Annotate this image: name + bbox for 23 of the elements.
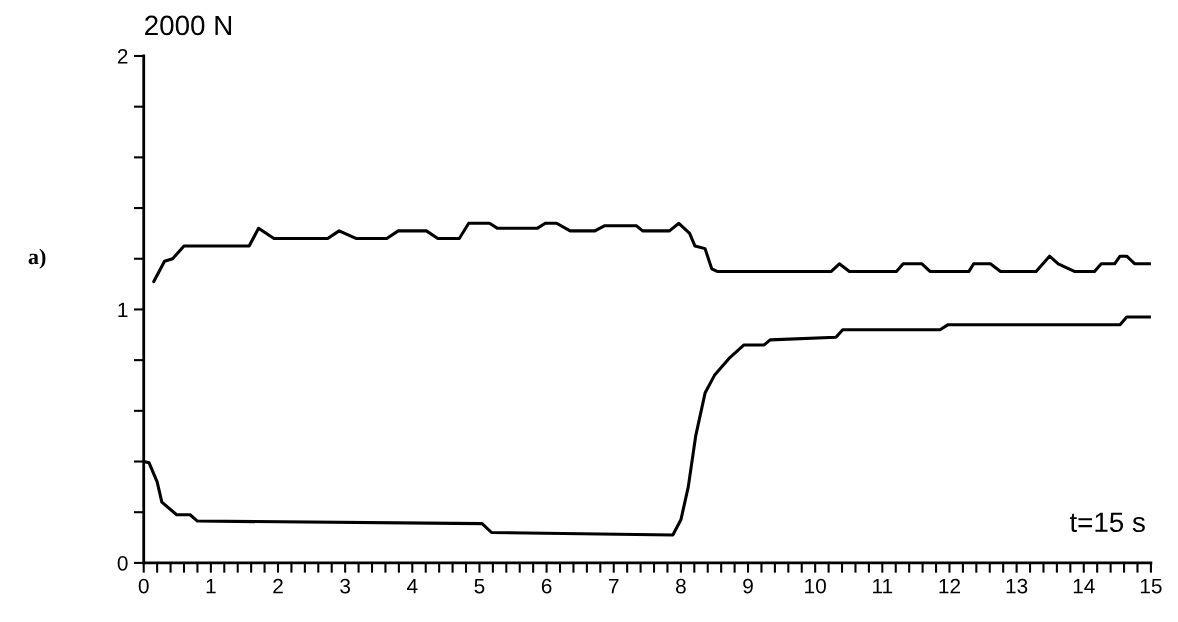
x-tick-label: 1 [206, 578, 216, 594]
y-tick-label: 1 [118, 302, 128, 317]
x-tick-label: 9 [743, 578, 753, 594]
line-series [152, 221, 1151, 284]
x-tick-label: 8 [676, 578, 686, 594]
x-tick-label: 3 [340, 578, 351, 594]
y-axis-title: 2000 N [145, 15, 232, 36]
text: a) [28, 248, 46, 269]
x-tick-label: 0 [138, 578, 149, 594]
y-tick-label: 2 [117, 48, 128, 64]
x-tick-label: 6 [541, 578, 552, 594]
x-tick-label: 11 [873, 578, 893, 594]
x-tick-label: 15 [1140, 578, 1162, 594]
y-tick-label: 0 [117, 555, 128, 571]
x-tick-label: 4 [406, 578, 418, 594]
x-tick-label: 14 [1073, 578, 1095, 594]
x-tick-label: 13 [1006, 578, 1028, 594]
x-tick-label: 5 [474, 578, 485, 594]
x-tick-label: 12 [939, 578, 961, 594]
x-tick-label: 7 [609, 578, 619, 594]
x-tick-label: 10 [805, 578, 826, 594]
annotation: t=15 s [1069, 512, 1145, 533]
x-tick-label: 2 [273, 578, 283, 594]
